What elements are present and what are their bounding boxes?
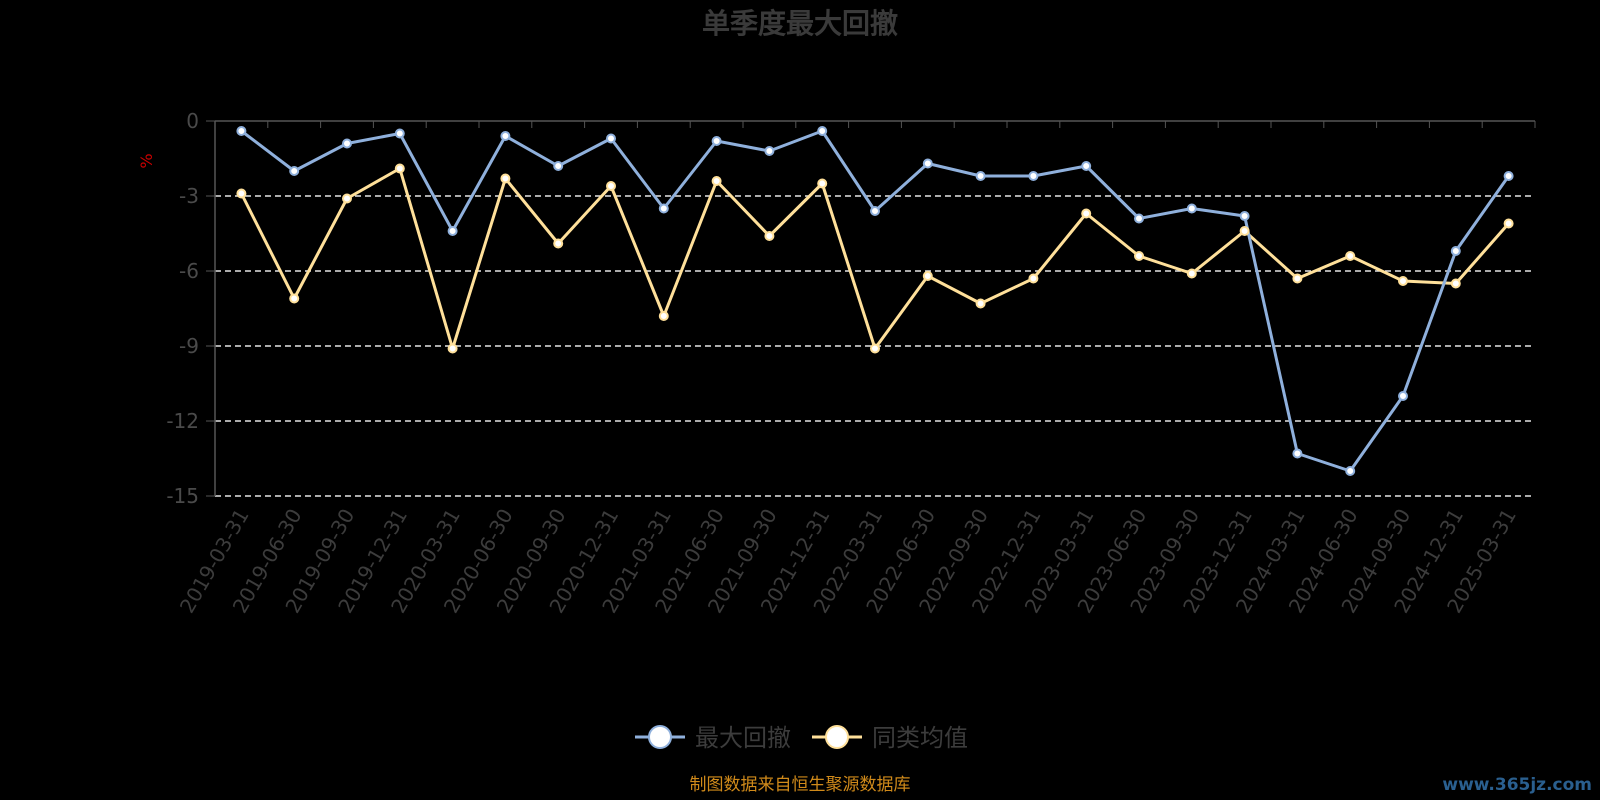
x-tick-labels: 2019-03-312019-06-302019-09-302019-12-31… xyxy=(175,504,1521,617)
legend-label: 最大回撤 xyxy=(695,724,791,752)
series-layer xyxy=(236,126,1514,476)
data-point[interactable] xyxy=(447,226,458,236)
y-tick-labels: 0 -3 -6 -9 -12 -15 xyxy=(166,109,199,508)
data-point[interactable] xyxy=(1450,246,1461,256)
series-line xyxy=(240,129,1510,473)
data-point[interactable] xyxy=(1081,208,1092,219)
data-point[interactable] xyxy=(975,171,986,181)
data-point[interactable] xyxy=(1292,273,1303,284)
data-point[interactable] xyxy=(1081,161,1092,171)
data-point[interactable] xyxy=(236,188,247,199)
data-point[interactable] xyxy=(1398,276,1408,286)
data-point[interactable] xyxy=(289,293,300,304)
data-point[interactable] xyxy=(342,138,352,149)
data-point[interactable] xyxy=(658,203,669,214)
data-point[interactable] xyxy=(500,173,511,184)
data-point[interactable] xyxy=(447,343,458,354)
data-point[interactable] xyxy=(711,136,722,146)
data-point[interactable] xyxy=(1028,273,1039,284)
data-point[interactable] xyxy=(1398,391,1408,401)
data-point[interactable] xyxy=(1239,226,1250,236)
data-point[interactable] xyxy=(342,193,352,204)
data-point[interactable] xyxy=(1450,278,1461,289)
data-point[interactable] xyxy=(1186,203,1197,214)
data-point[interactable] xyxy=(1239,211,1250,221)
data-point[interactable] xyxy=(1134,213,1144,224)
data-point[interactable] xyxy=(553,238,564,249)
y-tick-label: -6 xyxy=(179,259,199,283)
data-point[interactable] xyxy=(658,311,669,321)
legend-marker xyxy=(648,725,672,749)
data-point[interactable] xyxy=(711,176,722,186)
data-point[interactable] xyxy=(975,298,986,309)
legend-item[interactable]: 同类均值 xyxy=(812,724,968,752)
legend-marker xyxy=(825,725,849,749)
data-point[interactable] xyxy=(870,206,880,216)
chart-title: 单季度最大回撤 xyxy=(702,7,898,40)
data-point[interactable] xyxy=(394,128,405,139)
legend-item[interactable]: 最大回撤 xyxy=(635,724,791,752)
axis-layer xyxy=(206,120,1536,497)
data-point[interactable] xyxy=(1134,251,1144,261)
data-point[interactable] xyxy=(606,133,616,144)
data-point[interactable] xyxy=(817,178,828,189)
data-point[interactable] xyxy=(1503,218,1514,229)
data-point[interactable] xyxy=(394,163,405,174)
y-tick-label: -9 xyxy=(179,334,199,358)
data-point[interactable] xyxy=(553,161,564,171)
y-tick-label: -15 xyxy=(166,484,199,508)
y-tick-label: -3 xyxy=(179,184,199,208)
data-point[interactable] xyxy=(764,146,775,156)
data-point[interactable] xyxy=(606,181,616,191)
legend[interactable]: 最大回撤 同类均值 xyxy=(635,724,968,752)
data-point[interactable] xyxy=(922,271,933,281)
source-note: 制图数据来自恒生聚源数据库 xyxy=(690,775,911,795)
y-tick-label: 0 xyxy=(186,109,199,133)
data-point[interactable] xyxy=(817,126,828,136)
data-point[interactable] xyxy=(1292,448,1303,459)
data-point[interactable] xyxy=(236,126,247,136)
data-point[interactable] xyxy=(870,343,880,354)
data-point[interactable] xyxy=(1186,268,1197,279)
data-point[interactable] xyxy=(1028,171,1039,181)
watermark: www.365jz.com xyxy=(1442,775,1592,795)
y-tick-label: -12 xyxy=(166,409,199,433)
data-point[interactable] xyxy=(1345,466,1356,476)
data-point[interactable] xyxy=(500,131,511,141)
data-point[interactable] xyxy=(922,158,933,169)
data-point[interactable] xyxy=(1503,171,1514,181)
data-point[interactable] xyxy=(764,231,775,241)
data-point[interactable] xyxy=(289,166,300,176)
legend-label: 同类均值 xyxy=(872,724,968,752)
data-point[interactable] xyxy=(1345,251,1356,261)
y-axis-unit-label: % xyxy=(137,153,156,168)
